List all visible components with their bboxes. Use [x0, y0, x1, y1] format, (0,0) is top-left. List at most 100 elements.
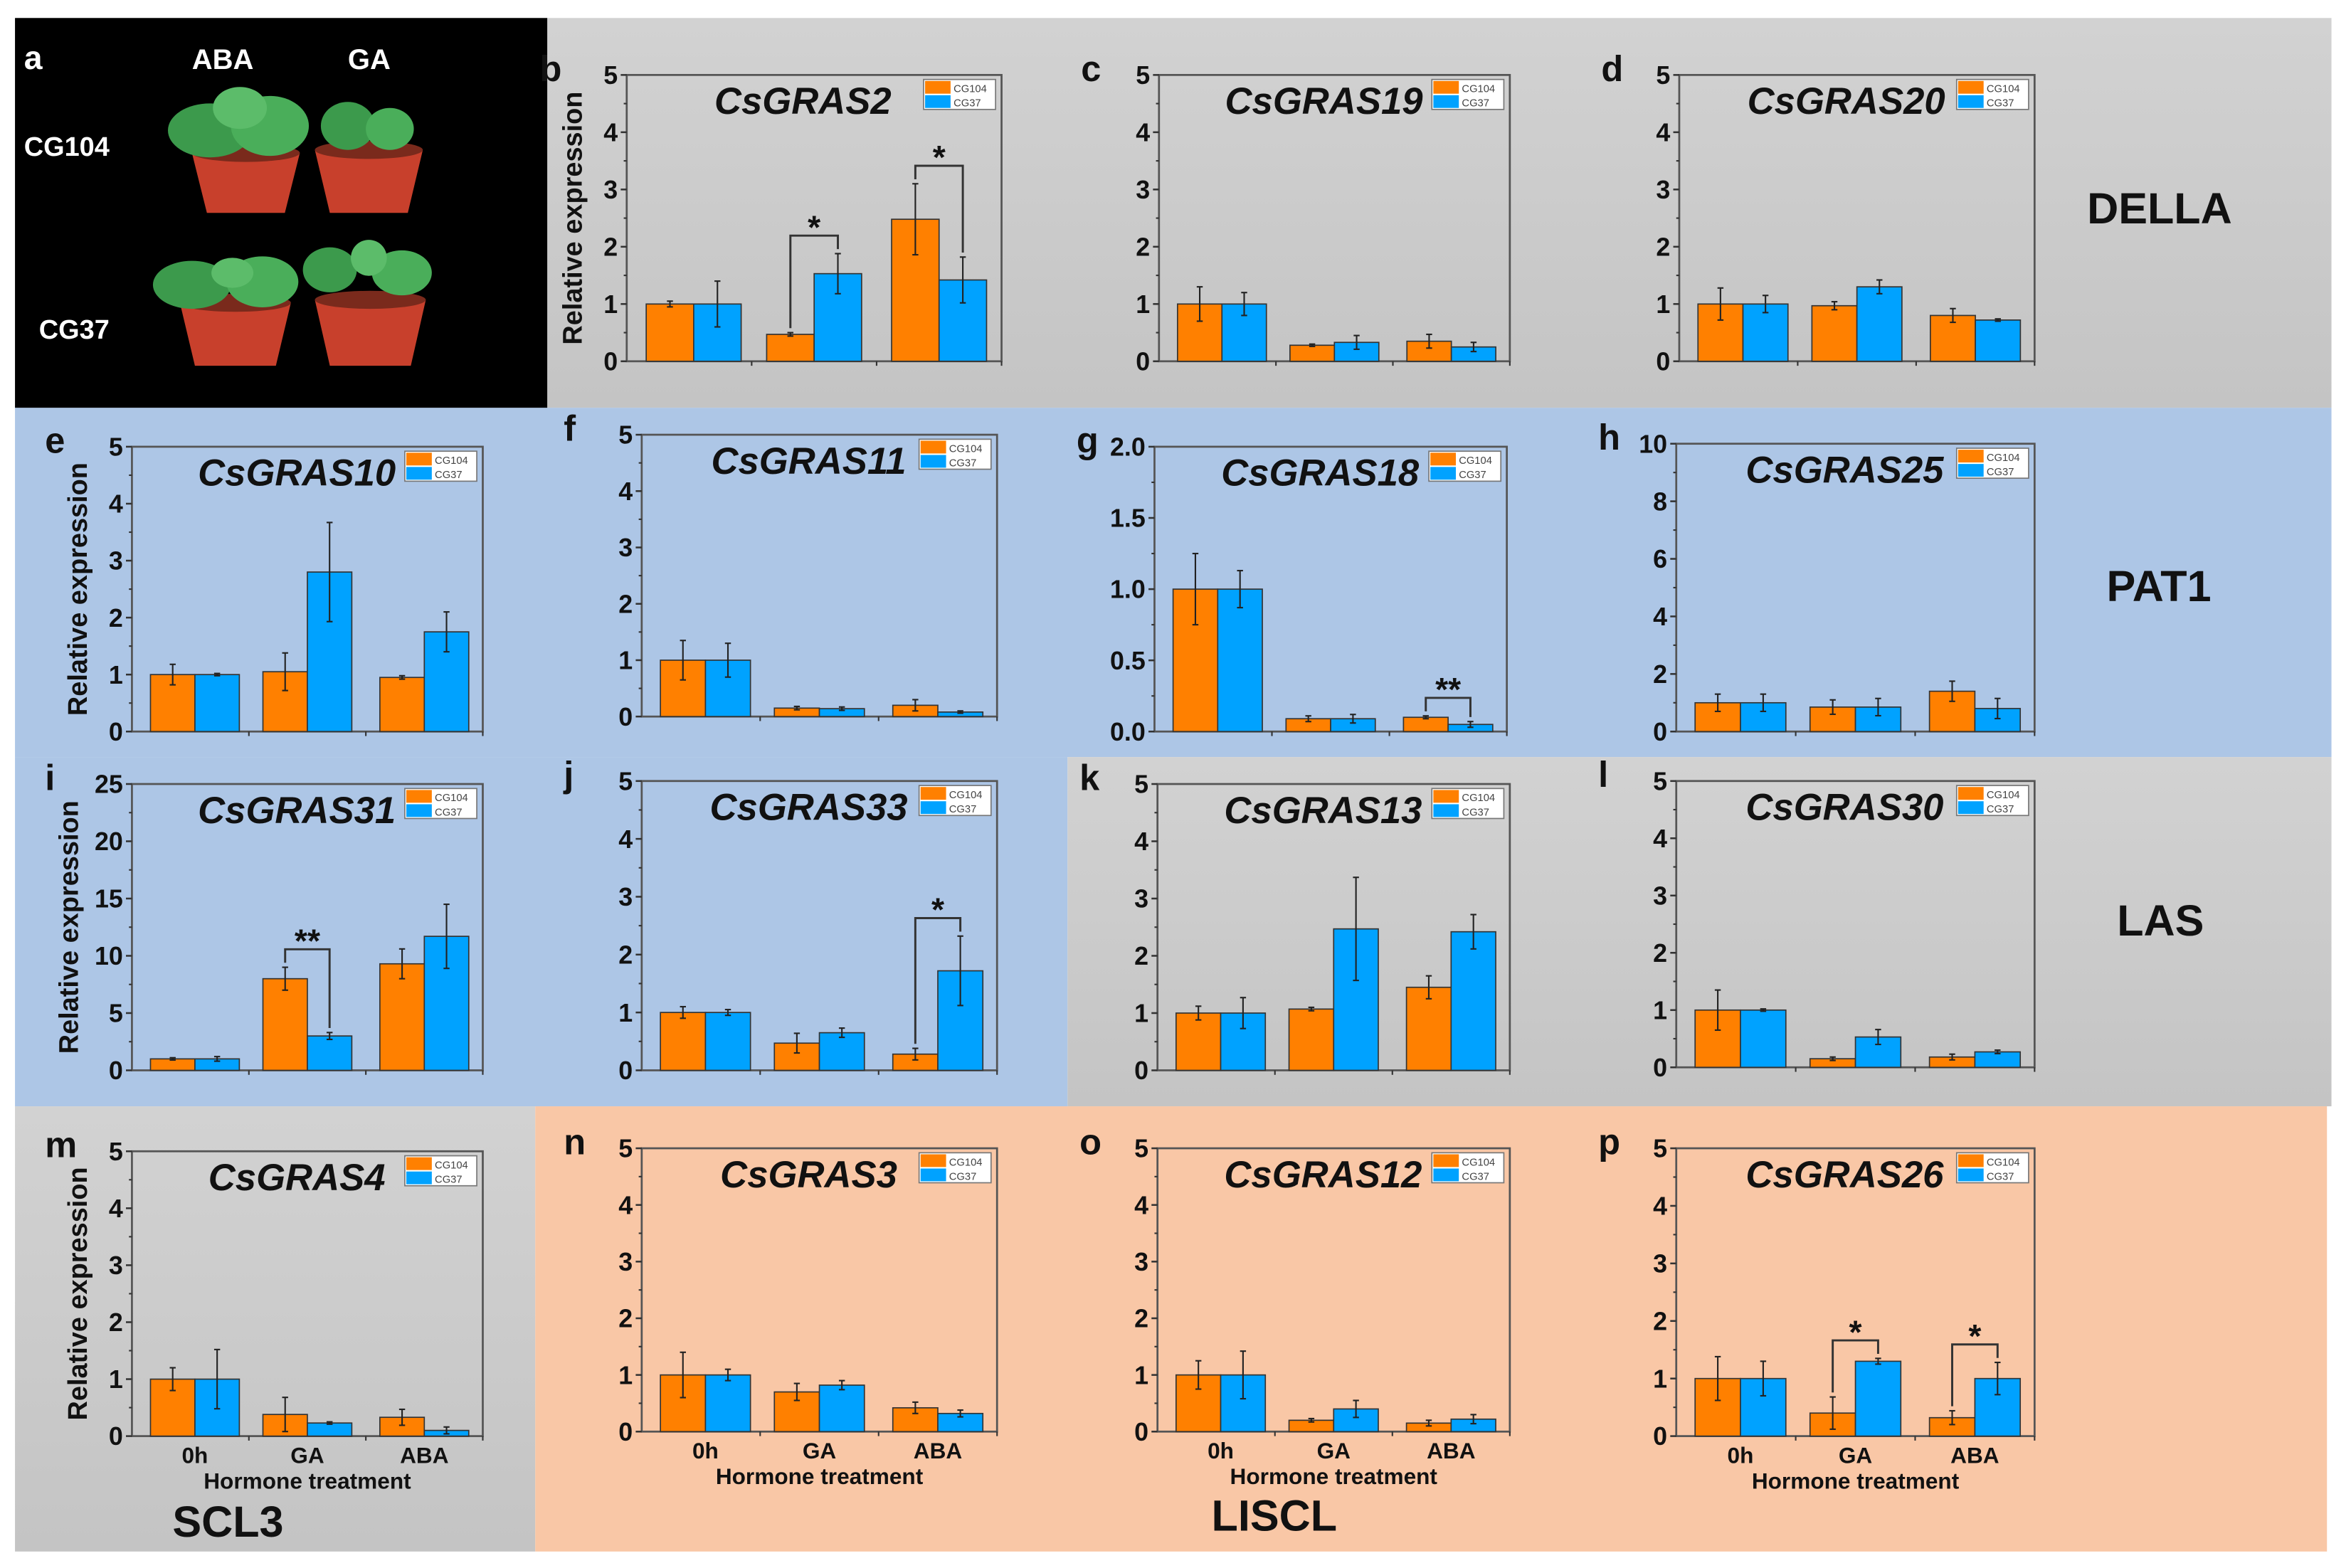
y-tick-label: 1 [109, 1365, 123, 1394]
panel-letter: d [1601, 48, 1623, 89]
legend-label: CG37 [949, 457, 977, 469]
legend-label: CG37 [1462, 98, 1489, 110]
y-tick-label: 20 [95, 827, 123, 856]
y-tick-label: 5 [1134, 770, 1148, 799]
chart-f: 0 1 2 3 4 5 f CsGRAS11 CG104 CG37 [564, 408, 998, 731]
legend-swatch [1958, 95, 1984, 108]
bar-CG37-GA [818, 1032, 865, 1071]
bar-CG37-GA [818, 1384, 865, 1433]
y-tick-label: 4 [618, 1191, 633, 1219]
bar-CG104-0h [1175, 1374, 1222, 1433]
x-tick-label: ABA [1427, 1438, 1475, 1463]
legend-swatch [1430, 467, 1456, 480]
x-tick-label: GA [1317, 1438, 1351, 1463]
y-tick-label: 2 [618, 590, 633, 618]
bar-CG104-GA [1811, 304, 1858, 362]
y-tick-label: 3 [1136, 176, 1150, 204]
y-tick-label: 3 [1656, 176, 1670, 204]
significance-marker: * [1849, 1313, 1862, 1350]
legend-swatch [920, 787, 946, 800]
panel-letter: i [45, 757, 55, 798]
y-tick-label: 0 [618, 1418, 633, 1446]
y-tick-label: 2 [1653, 939, 1667, 968]
panel-letter-a: a [24, 39, 43, 76]
y-tick-label: 1 [1656, 290, 1670, 319]
panel-letter: c [1081, 48, 1101, 89]
y-tick-label: 10 [1639, 430, 1667, 458]
y-tick-label: 5 [1656, 61, 1670, 90]
y-tick-label: 8 [1653, 487, 1667, 516]
y-tick-label: 5 [618, 1135, 633, 1163]
significance-marker: ** [295, 923, 320, 960]
y-axis-label: Relative expression [63, 1167, 93, 1420]
legend-label: CG104 [1987, 84, 2020, 95]
y-tick-label: 5 [109, 433, 123, 462]
bar-CG37-0h [704, 1374, 751, 1433]
y-tick-label: 0 [1134, 1056, 1148, 1085]
y-tick-label: 5 [618, 421, 633, 450]
chart-title: CsGRAS2 [714, 80, 892, 122]
bar-CG37-0h [1740, 1009, 1787, 1069]
legend-label: CG37 [949, 804, 977, 815]
legend-label: CG37 [1462, 1171, 1489, 1182]
y-tick-label: 4 [1136, 118, 1150, 147]
y-axis-label: Relative expression [559, 92, 588, 345]
y-tick-label: 0 [109, 1422, 123, 1451]
bar-CG104-ABA [1930, 314, 1976, 362]
photo-row-label: CG104 [24, 132, 110, 162]
y-tick-label: 3 [618, 883, 633, 911]
legend-swatch [1433, 95, 1459, 108]
group-label-della: DELLA [2087, 186, 2232, 234]
y-tick-label: 3 [109, 1251, 123, 1280]
legend-label: CG37 [1462, 807, 1489, 818]
legend-label: CG104 [435, 1160, 468, 1171]
y-tick-label: 0 [1653, 1422, 1667, 1451]
y-tick-label: 3 [1653, 881, 1667, 910]
chart-title: CsGRAS19 [1225, 80, 1424, 122]
y-tick-label: 2.0 [1110, 433, 1146, 462]
chart-b: 0 1 2 3 4 5 b Relative expression CsGRAS2 CG104 CG… [540, 48, 1003, 376]
chart-title: CsGRAS13 [1224, 790, 1422, 832]
y-tick-label: 4 [1656, 118, 1670, 147]
y-tick-label: 1 [618, 999, 633, 1027]
legend-label: CG37 [1987, 1171, 2014, 1182]
legend-swatch [406, 452, 432, 466]
y-tick-label: 0 [109, 1056, 123, 1085]
bar-CG104-GA [1289, 344, 1336, 362]
y-tick-label: 0 [1134, 1418, 1148, 1446]
bar-CG37-GA [307, 1422, 353, 1437]
legend-swatch [920, 455, 946, 468]
legend-label: CG37 [435, 807, 462, 818]
plant-photo: a ABA GA CG104 CG37 [24, 39, 432, 366]
panel-letter: o [1079, 1121, 1101, 1162]
y-tick-label: 4 [1134, 1191, 1148, 1219]
chart-g: 0.0 0.5 1.0 1.5 2.0 g CsGRAS18 CG104 CG37 ** [1077, 420, 1509, 746]
y-tick-label: 5 [1134, 1135, 1148, 1163]
bar-CG37-ABA [1450, 931, 1496, 1071]
panel-letter: e [45, 420, 65, 460]
legend-swatch [406, 804, 432, 817]
panel-letter: n [564, 1121, 586, 1162]
legend-swatch [925, 95, 951, 108]
y-tick-label: 1 [1653, 996, 1667, 1024]
chart-title: CsGRAS12 [1224, 1154, 1422, 1196]
legend-label: CG37 [1987, 804, 2014, 815]
bar-CG37-0h [704, 1012, 751, 1071]
y-tick-label: 0 [109, 718, 123, 746]
bar-CG104-0h [1175, 1012, 1222, 1071]
panel-letter: b [540, 48, 562, 89]
pot-cg104-aba [167, 87, 310, 213]
legend-swatch [1430, 452, 1456, 466]
group-label-las: LAS [2117, 898, 2204, 946]
y-tick-label: 1 [1134, 1000, 1148, 1028]
y-tick-label: 4 [603, 118, 618, 147]
y-tick-label: 0 [1653, 718, 1667, 746]
chart-title: CsGRAS30 [1745, 787, 1943, 829]
x-tick-label: ABA [400, 1443, 448, 1468]
bar-CG104-ABA [379, 677, 426, 733]
y-axis-label: Relative expression [63, 462, 93, 716]
significance-bracket [789, 234, 839, 329]
y-tick-label: 6 [1653, 545, 1667, 573]
